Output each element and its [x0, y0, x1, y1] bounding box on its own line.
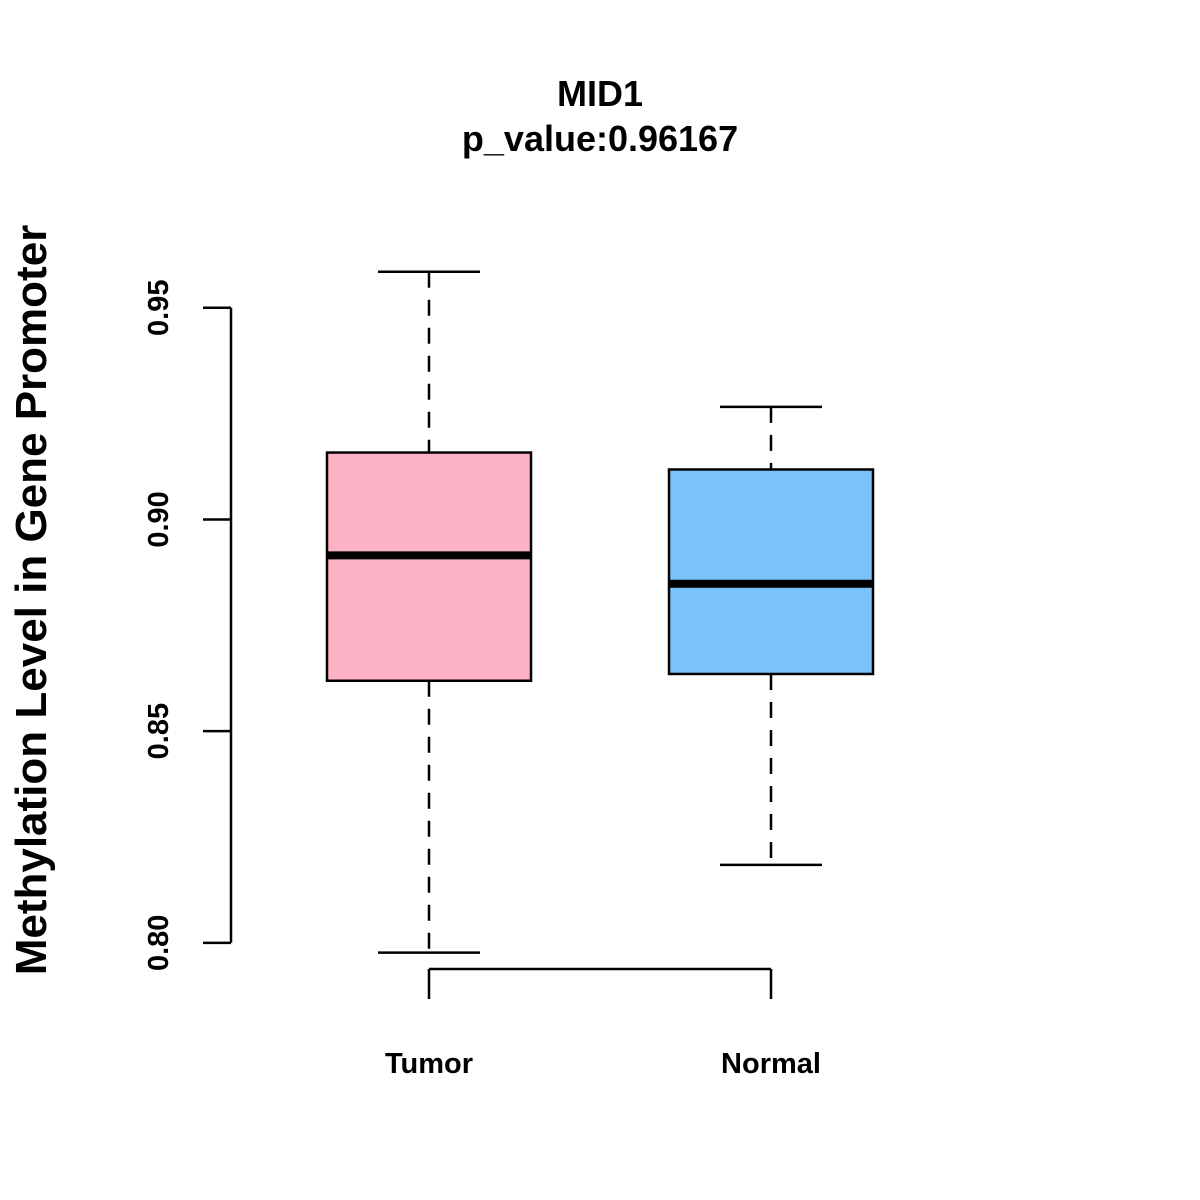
y-tick-label: 0.90 — [143, 491, 175, 547]
chart-subtitle: p_value:0.96167 — [462, 118, 738, 159]
y-tick-label: 0.80 — [143, 915, 175, 971]
x-tick-label: Tumor — [385, 1048, 473, 1080]
chart-title: MID1 — [557, 73, 643, 114]
x-tick-label: Normal — [721, 1048, 821, 1080]
x-axis: Tumor Normal — [385, 967, 821, 1080]
box-iqr — [667, 468, 875, 676]
y-axis: 0.80 0.85 0.90 0.95 — [143, 280, 233, 971]
y-tick-label: 0.95 — [143, 280, 175, 336]
box-tumor — [325, 270, 533, 954]
y-tick-label: 0.85 — [143, 703, 175, 759]
y-axis-label: Methylation Level in Gene Promoter — [7, 225, 56, 976]
box-series — [325, 270, 875, 954]
box-normal — [667, 405, 875, 867]
box-iqr — [325, 451, 533, 683]
